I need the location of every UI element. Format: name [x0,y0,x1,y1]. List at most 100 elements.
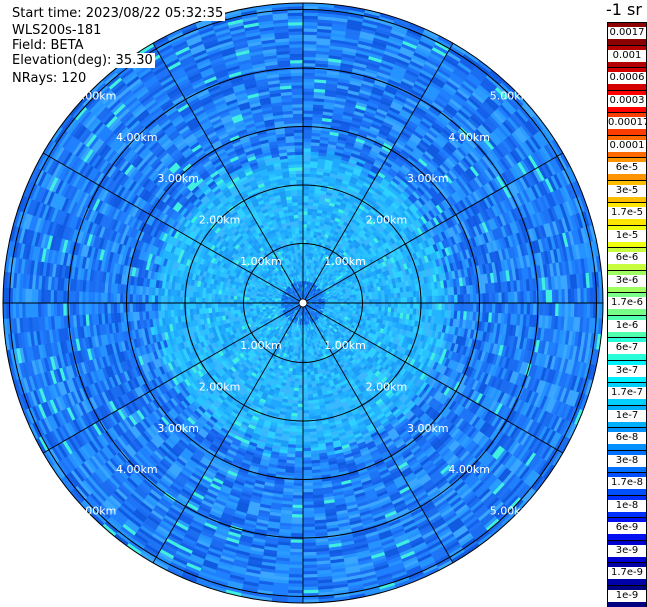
radar-cell [362,296,367,301]
radar-cell [390,293,395,299]
radar-cell [307,217,313,222]
radar-cell [302,59,316,64]
radar-cell [302,154,311,159]
radar-cell [302,230,308,234]
radar-cell [302,157,311,162]
radar-cell [306,230,311,235]
radar-cell [463,294,468,304]
radar-cell [302,21,318,26]
radar-cell [567,302,572,318]
radar-cell [529,290,534,304]
radar-cell [375,298,379,304]
radar-cell [302,201,309,206]
radar-cell [391,302,395,309]
radar-cell [302,189,310,193]
radar-cell [416,296,421,304]
radar-cell [498,292,503,304]
radar-cell [520,302,525,315]
radar-cell [504,292,509,304]
radar-cell [302,75,316,80]
radar-cell [302,144,312,149]
radar-cell [302,107,314,111]
radar-cell [302,179,310,184]
radar-cell [384,307,389,313]
radar-cell [302,129,313,133]
radar-cell [375,306,379,312]
radar-cell [410,302,414,309]
radar-cell [362,305,367,310]
radar-cell [447,295,452,304]
radar-cell [302,208,309,212]
radar-cell [369,299,373,304]
radar-cell [371,306,376,311]
radar-cell [526,290,531,304]
radar-cell [302,223,308,228]
radar-cell [394,302,398,309]
radar-cell [432,295,436,304]
radar-cell [507,302,512,315]
radar-cell [444,295,449,304]
radar-cell [545,289,550,304]
radar-cell [302,69,316,73]
radar-cell [438,302,443,311]
radar-cell [558,302,563,317]
radar-cell [307,211,313,216]
radar-cell [381,294,386,300]
radar-cell [378,298,383,304]
radar-cell [302,47,317,51]
radar-cell [422,296,427,304]
radar-cell [451,294,455,304]
radar-cell [302,103,314,108]
radar-cell [390,307,395,313]
radar-cell [495,292,499,304]
radar-cell [302,170,311,174]
radar-cell [454,302,458,312]
radar-cell [302,185,310,190]
radar-cell [413,302,417,310]
radar-cell [482,302,487,313]
radar-cell [529,302,534,316]
radar-cell [580,288,585,304]
radar-cell [457,302,462,312]
radar-cell [504,302,509,314]
radar-cell [422,302,427,310]
radar-cell [387,302,392,308]
radar-cell [365,299,370,304]
radar-cell [302,227,308,231]
radar-cell [302,91,315,96]
radar-cell [495,302,499,314]
radar-cell [492,302,496,314]
radar-cell [514,302,518,315]
radar-cell [375,294,379,300]
radar-cell [302,100,314,105]
radar-cell [356,296,360,301]
radar-cell [438,295,443,304]
radar-cell [545,302,550,317]
radar-cell [302,40,317,45]
radar-cell [302,217,308,222]
radar-cell [302,94,315,99]
radar-cell [548,302,553,317]
radar-cell [507,291,512,304]
radar-cell [305,239,310,244]
radar-cell [368,295,373,300]
radar-cell [302,192,309,196]
radar-cell [555,289,559,304]
radar-cell [302,163,311,168]
radar-cell [551,289,556,304]
radar-cell [561,302,566,317]
radar-cell [302,110,314,114]
radar-cell [555,302,559,317]
radar-cell [371,295,376,300]
radar-cell [406,297,411,304]
radar-cell [384,298,389,304]
radar-cell [387,293,392,299]
radar-cell [302,97,314,102]
radar-cell [460,294,465,304]
radar-cell [302,195,309,200]
radar-cell [567,288,572,304]
radar-cell [302,236,307,241]
radar-cell [381,298,386,304]
radar-cell [533,302,537,316]
